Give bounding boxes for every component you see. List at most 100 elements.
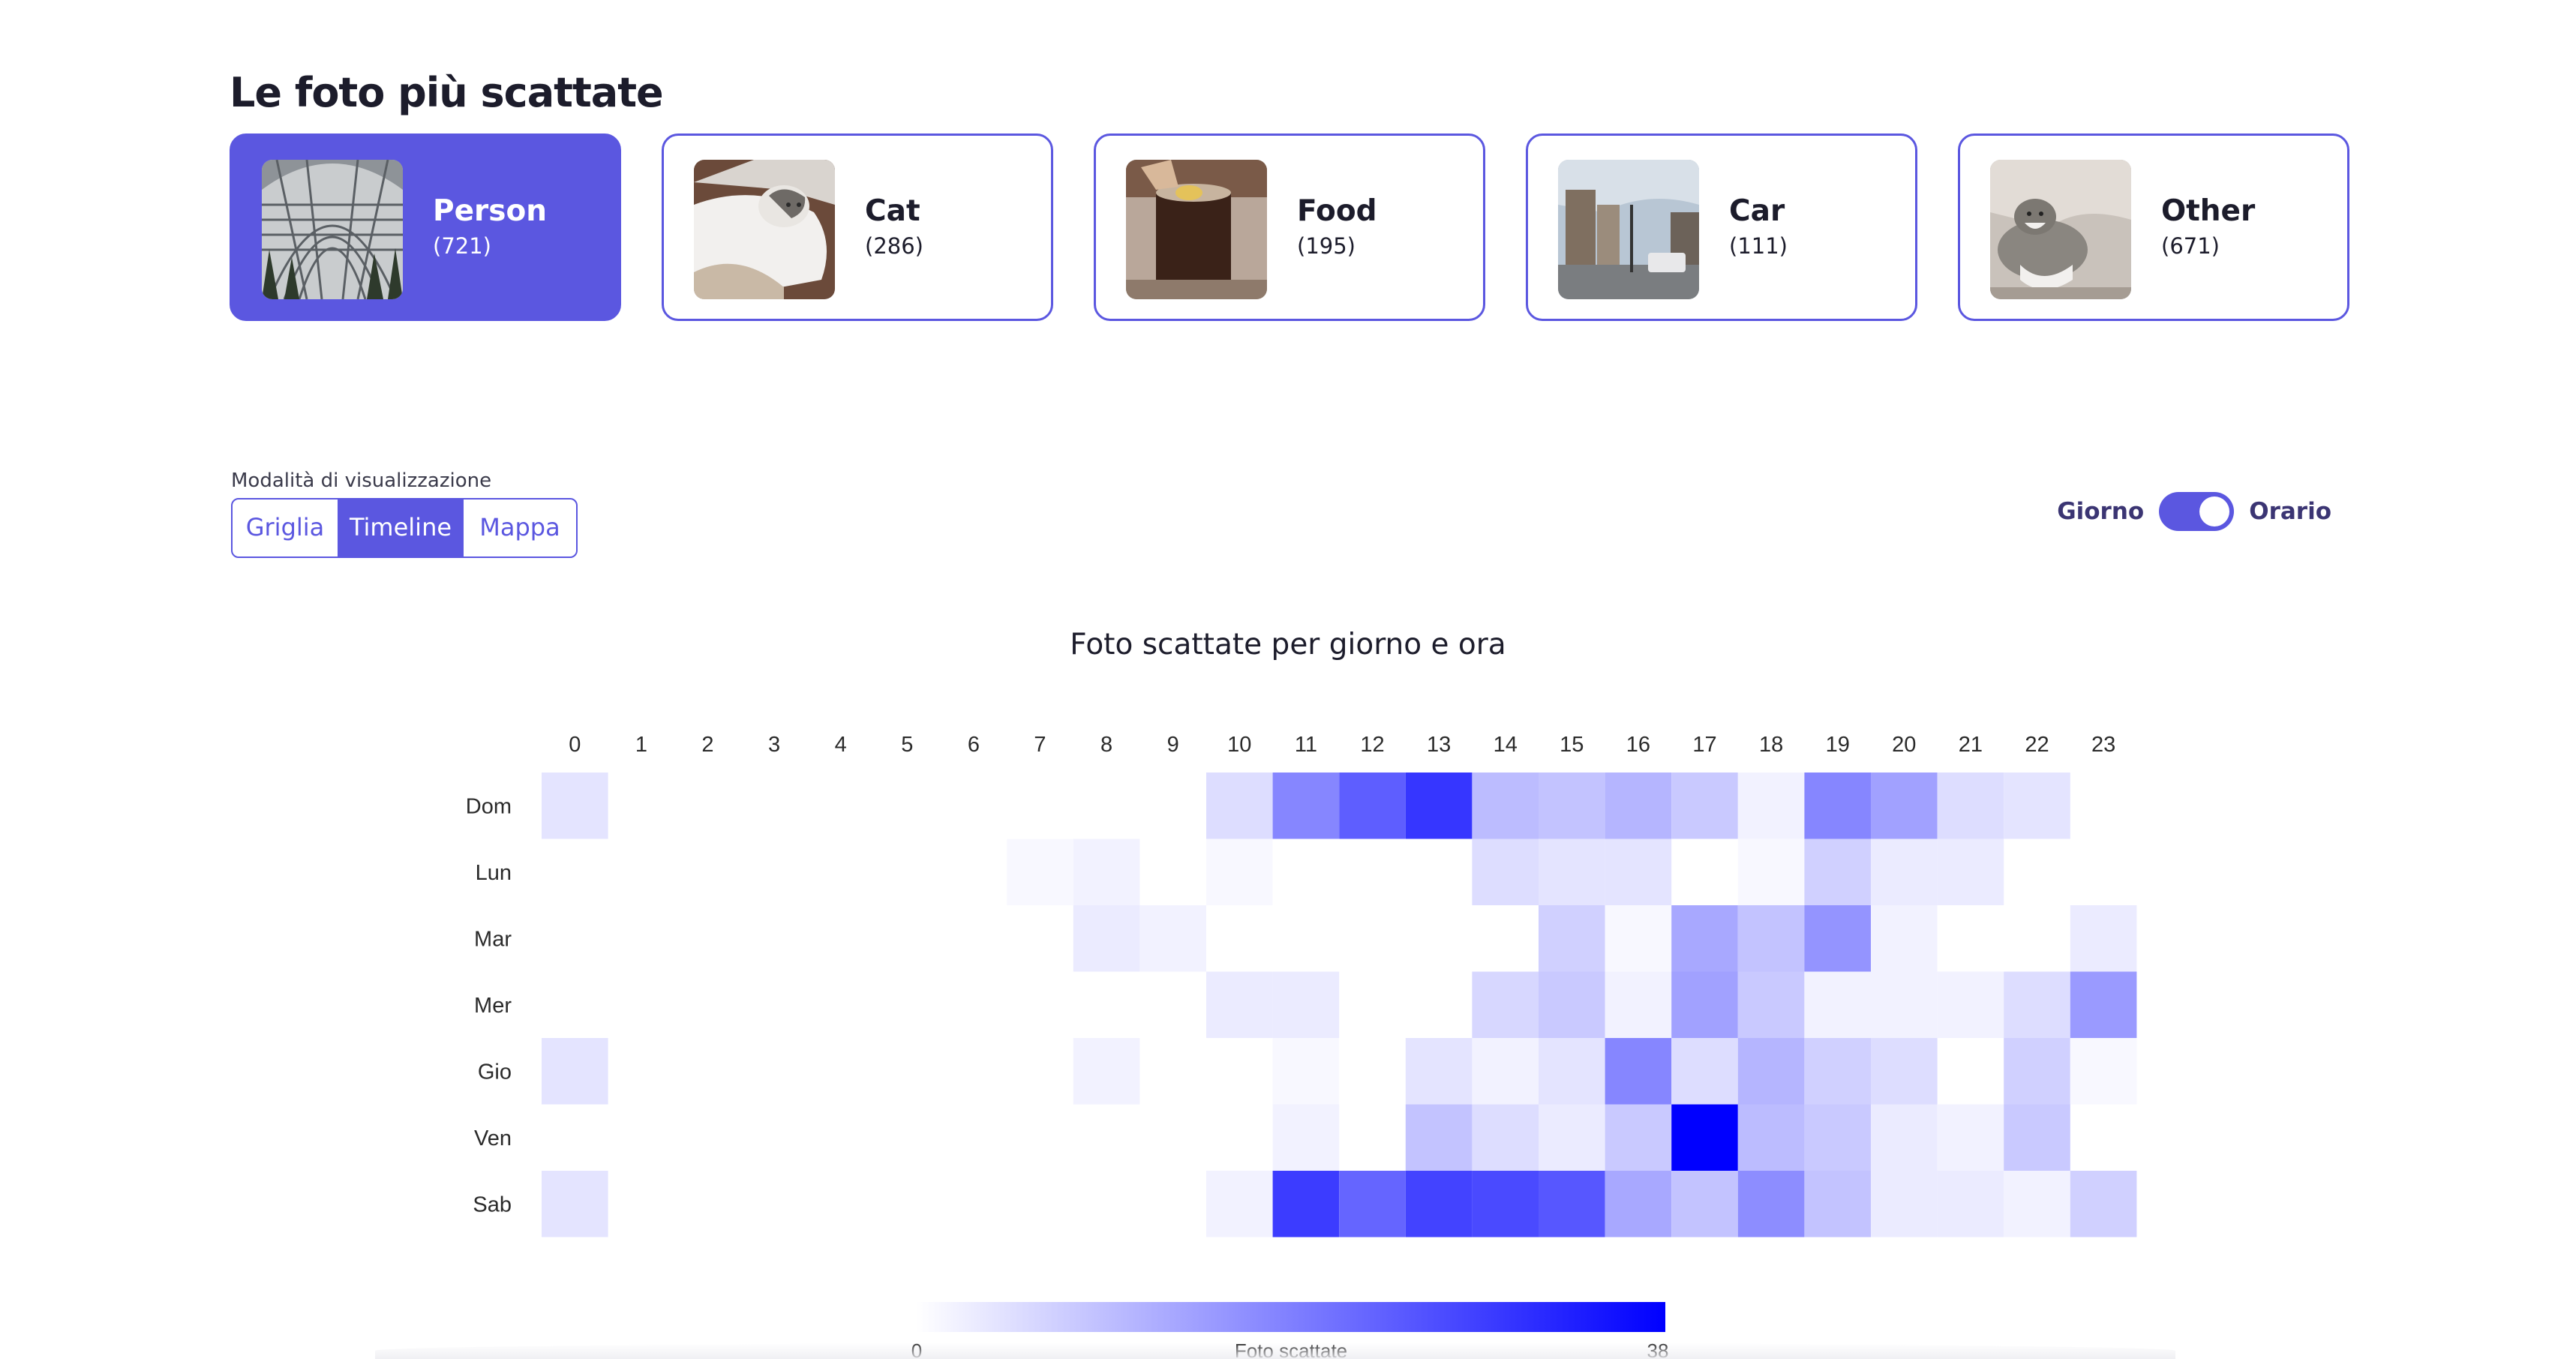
y-tick-label: Lun [476,861,512,885]
x-tick-label: 6 [968,733,980,757]
heatmap-cell [1737,772,1805,839]
view-mode-map-button[interactable]: Mappa [462,500,576,556]
heatmap-cell [1871,1171,1938,1238]
heatmap-cell [1539,772,1605,839]
heatmap-cell [1871,1038,1938,1105]
heatmap-cell [1605,772,1672,839]
heatmap-cell [1272,1104,1340,1171]
x-tick-label: 20 [1892,733,1916,757]
heatmap-cell [1339,1171,1406,1238]
category-card-car[interactable]: Car (111) [1526,134,1917,321]
heatmap-cell [1605,905,1672,972]
x-tick-label: 18 [1759,733,1783,757]
heatmap-cell [1405,772,1473,839]
view-mode-toggle: Griglia Timeline Mappa [231,498,578,558]
heatmap-cell [1737,1104,1805,1171]
heatmap-cell [2004,971,2070,1038]
heatmap-cell [1206,1171,1273,1238]
category-thumbnail-food [1126,160,1267,299]
heatmap-cell [1737,1171,1805,1238]
heatmap-cell [1737,1038,1805,1105]
heatmap-cell [2070,1038,2137,1105]
top-categories: Person (721) Cat (286) [230,134,2349,321]
heatmap-cell [1206,971,1273,1038]
heatmap-cell [1671,772,1738,839]
heatmap-cell [2004,1038,2070,1105]
heatmap-cell [1737,838,1805,905]
heatmap-cell [1272,971,1340,1038]
view-mode-grid-button[interactable]: Griglia [245,513,325,542]
view-mode-timeline-button[interactable]: Timeline [338,500,462,556]
heatmap-cell [1472,1171,1539,1238]
category-name: Person [433,194,548,228]
heatmap-cell [1405,1038,1473,1105]
heatmap-cell [2004,1171,2070,1238]
x-tick-label: 3 [768,733,780,757]
heatmap-cell [1405,1171,1473,1238]
category-name: Other [2161,194,2256,228]
heatmap-cell [1605,1104,1672,1171]
category-card-food[interactable]: Food (195) [1094,134,1485,321]
heatmap-cell [1737,971,1805,1038]
category-name: Cat [865,194,920,228]
x-tick-label: 4 [835,733,847,757]
heatmap-cell [1871,772,1938,839]
x-tick-label: 21 [1959,733,1983,757]
heatmap-cell [1272,1038,1340,1105]
heatmap-cell [1605,1171,1672,1238]
heatmap-cell [1937,971,2004,1038]
heatmap-cell [542,1038,608,1105]
chart-title: Foto scattate per giorno e ora [1070,628,1506,662]
heatmap-cell [1671,971,1738,1038]
y-tick-label: Sab [473,1192,512,1216]
x-tick-label: 5 [901,733,913,757]
category-card-person[interactable]: Person (721) [230,134,621,321]
heatmap-cell [1605,1038,1672,1105]
category-card-other[interactable]: Other (671) [1958,134,2349,321]
heatmap-cell [1804,1171,1871,1238]
y-tick-label: Mer [474,994,512,1018]
heatmap-cell [2004,1104,2070,1171]
heatmap-cell [1937,838,2004,905]
x-tick-label: 17 [1692,733,1716,757]
granularity-switch-group: Giorno Orario [2057,492,2331,531]
granularity-switch[interactable] [2159,492,2235,531]
heatmap-cell [1206,772,1273,839]
heatmap-cell [1472,838,1539,905]
y-tick-label: Mar [474,927,512,951]
heatmap-cell [1605,838,1672,905]
heatmap-cell [1339,772,1406,839]
heatmap-cell [1871,905,1938,972]
x-tick-label: 1 [635,733,647,757]
x-tick-label: 14 [1494,733,1518,757]
heatmap-cell [1073,1038,1140,1105]
x-tick-label: 0 [569,733,581,757]
heatmap-cell [1804,971,1871,1038]
category-name: Food [1297,194,1377,228]
category-card-cat[interactable]: Cat (286) [662,134,1053,321]
y-tick-label: Gio [478,1060,512,1084]
heatmap-cell [1671,1171,1738,1238]
category-thumbnail-car [1558,160,1699,299]
view-mode-label: Modalità di visualizzazione [231,470,492,492]
y-tick-label: Ven [474,1126,512,1150]
switch-left-label: Giorno [2057,498,2145,525]
x-tick-label: 19 [1826,733,1850,757]
heatmap-cell [1272,1171,1340,1238]
x-tick-label: 23 [2091,733,2115,757]
heatmap-cell [1737,905,1805,972]
heatmap-cell [1671,905,1738,972]
heatmap-cell [1405,1104,1473,1171]
x-tick-label: 2 [701,733,713,757]
heatmap-cell [1871,838,1938,905]
category-thumbnail-person [262,160,403,299]
heatmap-cell [1605,971,1672,1038]
heatmap-cell [1539,971,1605,1038]
x-tick-label: 16 [1626,733,1650,757]
heatmap-cell [2004,772,2070,839]
category-name: Car [1729,194,1785,228]
heatmap-cell [1937,772,2004,839]
switch-knob[interactable] [2199,496,2230,526]
x-tick-label: 10 [1227,733,1251,757]
